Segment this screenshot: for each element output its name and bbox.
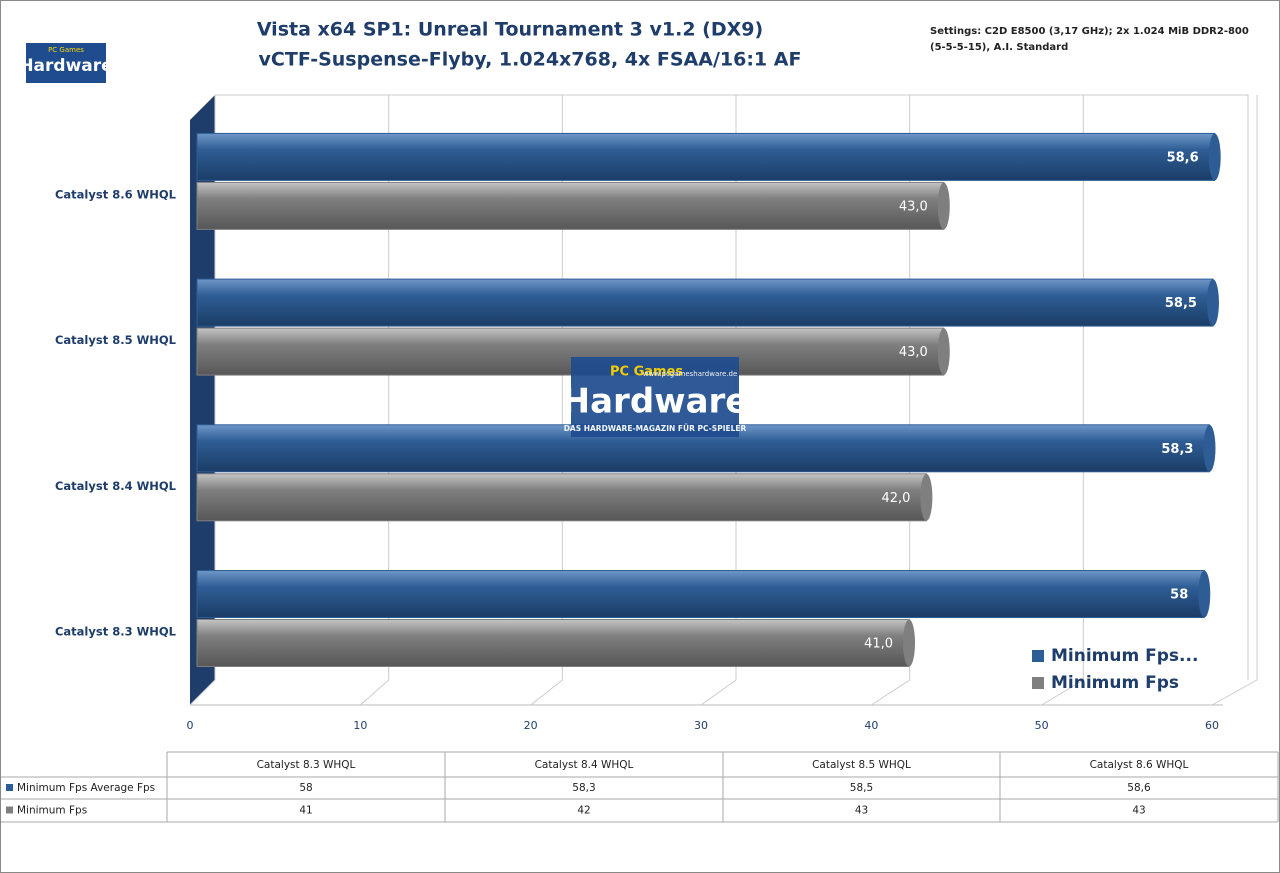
bar [196, 327, 945, 376]
x-tick-label: 60 [1205, 719, 1219, 732]
grid-line [1211, 95, 1258, 706]
logo-tagline: DAS HARDWARE-MAGAZIN FÜR PC-SPIELER [564, 424, 747, 433]
bar [196, 181, 945, 230]
x-tick-label: 50 [1035, 719, 1049, 732]
bar [196, 132, 1216, 181]
table-header: Catalyst 8.6 WHQL [1090, 759, 1189, 771]
back-wall [190, 95, 215, 705]
bar-cap [937, 328, 950, 376]
x-tick-label: 20 [524, 719, 538, 732]
bar [196, 570, 1205, 618]
table-swatch [6, 784, 13, 791]
bar [196, 619, 910, 667]
settings-note: (5-5-5-15), A.I. Standard [930, 42, 1068, 53]
legend-swatch [1032, 677, 1044, 689]
legend-label: Minimum Fps... [1051, 646, 1198, 666]
y-tick-label: Catalyst 8.3 WHQL [55, 625, 177, 639]
chart-subtitle: vCTF-Suspense-Flyby, 1.024x768, 4x FSAA/… [259, 49, 802, 71]
data-label: 58 [1170, 588, 1188, 603]
logo-box [26, 43, 106, 83]
table-cell: 41 [299, 805, 312, 817]
data-label: 58,6 [1167, 150, 1199, 165]
bar [196, 278, 1214, 327]
logo-prefix: PC Games [48, 46, 84, 54]
bar-cap [937, 182, 950, 230]
bar-cap [920, 473, 933, 521]
table-cell: 58,5 [850, 782, 873, 794]
logo-small: PC Games Hardware [19, 43, 113, 83]
legend-swatch [1032, 650, 1044, 662]
table-header: Catalyst 8.4 WHQL [535, 759, 634, 771]
data-label: 43,0 [899, 345, 928, 360]
x-tick-label: 10 [353, 719, 367, 732]
bar-cap [903, 619, 916, 667]
logo-url: www.pcgameshardware.de [643, 370, 738, 378]
plot-border [215, 94, 1249, 680]
table-swatch [6, 806, 13, 814]
logo-brand: Hardware [562, 382, 749, 422]
chart-title: Vista x64 SP1: Unreal Tournament 3 v1.2 … [257, 19, 763, 41]
legend-label: Minimum Fps [1051, 673, 1179, 693]
table-cell: 43 [855, 805, 868, 817]
x-tick-label: 0 [187, 719, 194, 732]
y-tick-label: Catalyst 8.6 WHQL [55, 187, 177, 201]
table-row-label: Minimum Fps [17, 805, 87, 817]
logo-watermark: PC Games www.pcgameshardware.de Hardware… [562, 357, 749, 437]
table-header: Catalyst 8.5 WHQL [812, 759, 911, 771]
x-tick-label: 30 [694, 719, 708, 732]
table-cell: 43 [1132, 805, 1145, 817]
data-label: 42,0 [881, 491, 910, 506]
table-cell: 58 [299, 782, 312, 794]
data-label: 43,0 [899, 199, 928, 214]
logo-box [571, 357, 739, 437]
table-cell: 58,6 [1127, 782, 1151, 794]
bar [196, 473, 927, 522]
bar-cap [1198, 570, 1211, 618]
table-cell: 58,3 [572, 782, 595, 794]
bar-cap [1206, 279, 1219, 327]
table-cell: 42 [577, 805, 590, 817]
y-tick-label: Catalyst 8.5 WHQL [55, 333, 177, 347]
data-label: 58,3 [1161, 442, 1193, 457]
table-header: Catalyst 8.3 WHQL [257, 759, 356, 771]
bar-cap [1208, 133, 1221, 181]
data-label: 41,0 [864, 637, 893, 652]
y-tick-label: Catalyst 8.4 WHQL [55, 479, 177, 493]
bar-cap [1203, 424, 1216, 472]
settings-note: Settings: C2D E8500 (3,17 GHz); 2x 1.024… [930, 26, 1249, 37]
data-label: 58,5 [1165, 296, 1197, 311]
x-tick-label: 40 [864, 719, 878, 732]
table-row-label: Minimum Fps Average Fps [17, 782, 155, 794]
logo-prefix: PC Games [610, 365, 683, 380]
logo-brand: Hardware [19, 56, 112, 76]
